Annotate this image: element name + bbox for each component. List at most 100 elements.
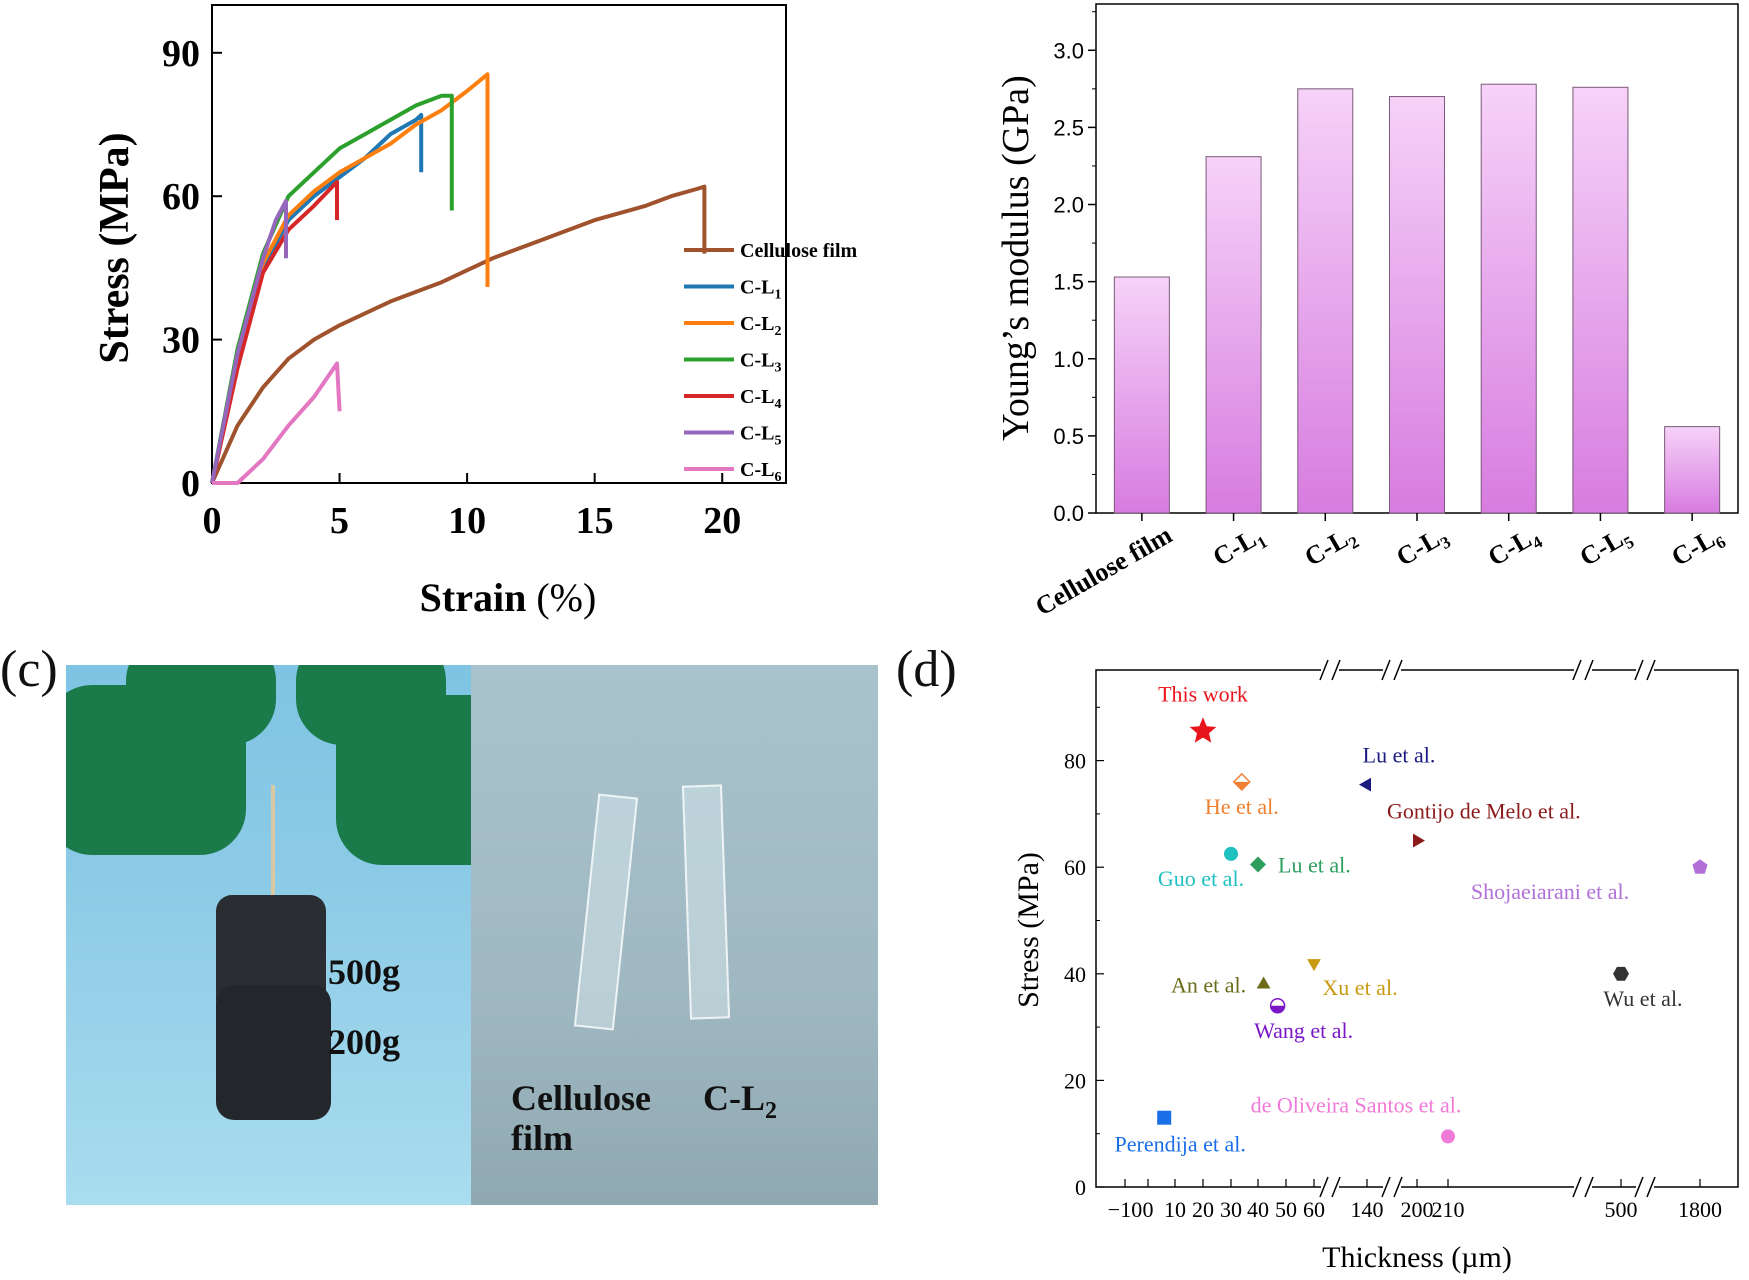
x-axis-label: Thickness (µm)	[1322, 1241, 1512, 1274]
marker-circle	[1441, 1129, 1455, 1144]
series-line-c-l3	[210, 93, 454, 484]
point-label: Lu et al.	[1363, 743, 1436, 768]
legend-label: C-L6	[740, 459, 781, 485]
x-category-label-main: C-L	[1300, 524, 1353, 572]
marker-hexagon	[1613, 966, 1629, 981]
legend-label: C-L2	[740, 313, 781, 339]
point-label: This work	[1158, 681, 1248, 706]
point-label: Gontijo de Melo et al.	[1387, 799, 1581, 824]
legend-label-sub: 3	[774, 361, 781, 376]
marker-diamond	[1250, 856, 1266, 873]
axis-break-mark	[1584, 659, 1594, 681]
film-comparison-photo: Cellulose film C-L2	[471, 665, 878, 1205]
series-line-c-l6	[212, 361, 342, 485]
legend-label-main: C-L	[740, 350, 774, 372]
x-tick-label: 10	[448, 500, 486, 542]
legend-label-main: C-L	[740, 459, 774, 481]
cl2-film-strip	[681, 784, 731, 1020]
y-tick-label: 2.5	[1053, 115, 1084, 140]
axis-break-mark	[1646, 659, 1656, 681]
legend-label-main: C-L	[740, 313, 774, 335]
x-tick-label: 0	[203, 500, 222, 542]
marker-square	[1157, 1110, 1172, 1125]
axis-break-mark	[1572, 1176, 1582, 1198]
bar-6	[1664, 426, 1721, 514]
y-tick-label: 1.5	[1053, 270, 1084, 295]
bar-3	[1388, 96, 1446, 514]
right-glove-finger	[296, 665, 446, 745]
y-tick-label: 2.0	[1053, 193, 1084, 218]
bar-4	[1480, 83, 1537, 514]
x-tick-label: 10	[1164, 1197, 1186, 1222]
weight-top-label: 500g	[328, 952, 400, 992]
axis-break-mark	[1331, 659, 1341, 681]
x-tick-label: 0	[1143, 1197, 1154, 1222]
x-tick-label: 200	[1401, 1197, 1434, 1222]
panel-d-tag: (d)	[896, 641, 957, 698]
point-label: Xu et al.	[1322, 975, 1397, 1000]
legend-label: C-L5	[740, 423, 781, 449]
legend-label-main: Cellulose film	[740, 240, 858, 262]
axis-break-mark	[1393, 1176, 1403, 1198]
marker-star	[1189, 717, 1217, 743]
point-label: Lu et al.	[1278, 853, 1351, 878]
y-tick-label: 0	[181, 463, 200, 505]
axis-break-mark	[1584, 1176, 1594, 1198]
legend-label-main: C-L	[740, 277, 774, 299]
x-axis-label-unit: (%)	[536, 575, 596, 620]
axis-break-mark	[1393, 659, 1403, 681]
marker-triangle-down	[1307, 959, 1321, 972]
x-category-label: C-L2	[1300, 520, 1363, 575]
x-tick-label: 5	[330, 500, 349, 542]
series-line-cellulose-film	[210, 184, 707, 484]
x-tick-label: 40	[1247, 1197, 1269, 1222]
series-line-c-l5	[210, 199, 288, 484]
left-glove-finger	[126, 665, 276, 745]
film-string	[271, 785, 275, 985]
series-line-c-l4	[210, 179, 339, 484]
x-axis-label: Strain (%)	[420, 575, 597, 620]
point-label: Wu et al.	[1603, 986, 1682, 1011]
marker-diamond-half-fill	[1233, 781, 1250, 790]
legend-label-main: C-L	[740, 386, 774, 408]
y-tick-label: 60	[162, 176, 200, 218]
legend-label: C-L3	[740, 350, 781, 376]
weight-200g	[216, 985, 331, 1120]
bar-2	[1297, 88, 1354, 514]
y-tick-label: 30	[162, 320, 200, 362]
y-axis-label: Young’s modulus (GPa)	[995, 75, 1037, 441]
point-label: Guo et al.	[1158, 866, 1244, 891]
y-axis-label: Stress (MPa)	[1012, 852, 1045, 1008]
legend-label-sub: 5	[774, 434, 781, 449]
bar-1	[1205, 156, 1262, 514]
y-tick-label: 0.0	[1053, 501, 1084, 526]
point-label: Wang et al.	[1254, 1018, 1353, 1043]
cellulose-film-label-line1: Cellulose	[511, 1078, 651, 1118]
point-label: He et al.	[1205, 794, 1279, 819]
y-tick-label: 20	[1064, 1068, 1086, 1093]
x-tick-label: 30	[1220, 1197, 1242, 1222]
legend-label: Cellulose film	[740, 240, 858, 262]
axis-break-mark	[1634, 659, 1644, 681]
x-category-label-main: C-L	[1391, 524, 1444, 572]
legend-label-main: C-L	[740, 423, 774, 445]
axis-break-mark	[1381, 659, 1391, 681]
x-category-label: C-L4	[1483, 520, 1546, 575]
legend-label-sub: 1	[774, 288, 781, 303]
cellulose-film-label-line2: film	[511, 1118, 573, 1158]
cellulose-film-label: Cellulose film	[511, 1078, 651, 1158]
cl2-label: C-L2	[703, 1078, 777, 1131]
x-category-label-main: C-L	[1208, 524, 1261, 572]
youngs-modulus-chart: 0.0 0.5 1.0 1.5 2.0 2.5 3.0 Young’s modulus (GP…	[995, 3, 1739, 621]
axis-break-mark	[1319, 659, 1329, 681]
marker-triangle-left	[1359, 777, 1371, 792]
cl2-label-main: C-L	[703, 1078, 765, 1118]
axis-break-mark	[1646, 1176, 1656, 1198]
plot-frame	[211, 4, 787, 484]
x-tick-label: 60	[1303, 1197, 1325, 1222]
axis-break-mark	[1572, 659, 1582, 681]
y-tick-label: 0.5	[1053, 424, 1084, 449]
y-tick-label: 1.0	[1053, 347, 1084, 372]
axis-break-mark	[1319, 1176, 1329, 1198]
